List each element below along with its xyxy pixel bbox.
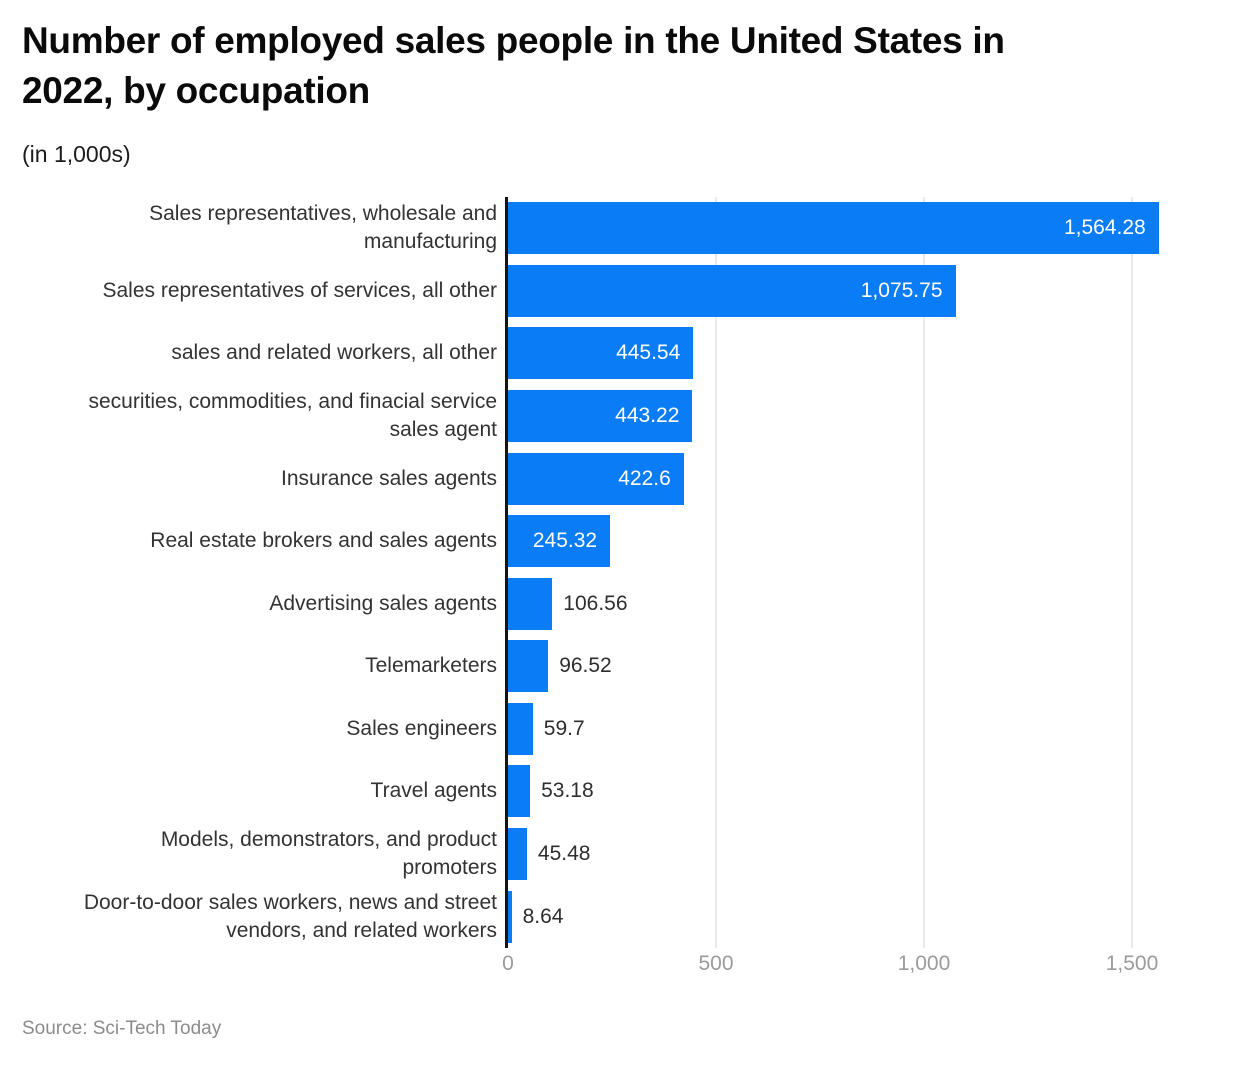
- x-tick-label: 1,500: [1105, 952, 1159, 975]
- value-label: 45.48: [537, 842, 591, 866]
- value-bar: 422.6: [508, 452, 684, 505]
- bar-track: 96.52: [508, 640, 1240, 693]
- bar-row: Telemarketers 96.52: [0, 635, 1240, 698]
- bar-row: Advertising sales agents 106.56: [0, 572, 1240, 635]
- page-title-line2: 2022, by occupation: [22, 70, 370, 111]
- bar-track: 443.22: [508, 390, 1240, 443]
- gridline-1500: [1131, 197, 1133, 948]
- value-label: 8.64: [522, 904, 564, 928]
- bar-row: Real estate brokers and sales agents 245…: [0, 510, 1240, 573]
- chart-area: Sales representatives, wholesale and man…: [0, 197, 1240, 948]
- value-bar: 1,075.75: [508, 264, 956, 317]
- value-label: 59.7: [543, 716, 585, 740]
- category-label: Sales representatives, wholesale and man…: [0, 200, 508, 256]
- category-label: Travel agents: [0, 777, 508, 805]
- bar-track: 8.64: [508, 890, 1240, 943]
- category-label: sales and related workers, all other: [0, 339, 508, 367]
- category-label: Models, demonstrators, and product promo…: [0, 826, 508, 882]
- source-text: Source: Sci-Tech Today: [22, 1018, 222, 1039]
- value-label: 96.52: [559, 654, 612, 678]
- bar-rows: Sales representatives, wholesale and man…: [0, 197, 1240, 948]
- value-bar: [508, 828, 527, 881]
- value-bar: [508, 577, 553, 630]
- value-label: 422.6: [618, 466, 671, 490]
- category-label-line: Insurance sales agents: [281, 466, 497, 490]
- bar-track: 1,075.75: [508, 264, 1240, 317]
- gridline-500: [715, 197, 717, 948]
- value-label: 106.56: [563, 591, 628, 615]
- bar-row: sales and related workers, all other 445…: [0, 322, 1240, 385]
- category-label-line: Real estate brokers and sales agents: [150, 529, 497, 553]
- bar-track: 1,564.28: [508, 202, 1240, 255]
- value-bar: [508, 890, 512, 943]
- value-label: 443.22: [615, 404, 680, 428]
- category-label: Real estate brokers and sales agents: [0, 527, 508, 555]
- category-label-line: Door-to-door sales workers, news and str…: [83, 890, 497, 914]
- bar-row: Models, demonstrators, and product promo…: [0, 823, 1240, 886]
- value-bar: 1,564.28: [508, 202, 1159, 255]
- value-bar: [508, 702, 533, 755]
- bar-track: 45.48: [508, 828, 1240, 881]
- value-bar: 443.22: [508, 390, 693, 443]
- bar-track: 106.56: [508, 577, 1240, 630]
- category-label-line: Advertising sales agents: [269, 591, 497, 615]
- chart-unit-subtitle: (in 1,000s): [22, 141, 131, 167]
- grid-layer: [505, 197, 1240, 948]
- bar-track: 59.7: [508, 702, 1240, 755]
- category-label: Sales representatives of services, all o…: [0, 277, 508, 305]
- value-label: 53.18: [541, 779, 594, 803]
- bar-track: 53.18: [508, 765, 1240, 818]
- x-axis: 0 500 1,000 1,500: [0, 952, 1240, 980]
- value-label: 1,075.75: [860, 278, 943, 302]
- category-label-line: Sales engineers: [346, 716, 497, 740]
- category-label: Advertising sales agents: [0, 590, 508, 618]
- category-label-line: manufacturing: [363, 230, 497, 254]
- page-title: Number of employed sales people in the U…: [22, 16, 1212, 116]
- category-label: Insurance sales agents: [0, 465, 508, 493]
- gridline-1000: [923, 197, 925, 948]
- value-label: 445.54: [616, 341, 681, 365]
- bar-row: Sales representatives, wholesale and man…: [0, 197, 1240, 260]
- y-axis-line: [505, 197, 508, 948]
- bar-track: 445.54: [508, 327, 1240, 380]
- category-label-line: securities, commodities, and finacial se…: [88, 390, 498, 414]
- bar-row: securities, commodities, and finacial se…: [0, 385, 1240, 448]
- category-label: securities, commodities, and finacial se…: [0, 388, 508, 444]
- x-tick-label: 1,000: [897, 952, 951, 975]
- x-tick-label: 0: [502, 952, 514, 975]
- category-label: Telemarketers: [0, 652, 508, 680]
- category-label-line: Models, demonstrators, and product: [160, 828, 497, 852]
- value-bar: [508, 765, 531, 818]
- x-tick-label: 500: [698, 952, 734, 975]
- bar-track: 245.32: [508, 515, 1240, 568]
- value-bar: [508, 640, 549, 693]
- category-label: Sales engineers: [0, 715, 508, 743]
- category-label-line: Sales representatives of services, all o…: [102, 278, 497, 302]
- bar-track: 422.6: [508, 452, 1240, 505]
- category-label-line: Travel agents: [370, 779, 497, 803]
- category-label-line: Telemarketers: [365, 654, 497, 678]
- bar-row: Sales engineers 59.7: [0, 698, 1240, 761]
- bar-row: Insurance sales agents 422.6: [0, 447, 1240, 510]
- category-label-line: promoters: [402, 856, 497, 880]
- bar-row: Door-to-door sales workers, news and str…: [0, 885, 1240, 948]
- category-label-line: sales and related workers, all other: [171, 341, 497, 365]
- value-bar: 445.54: [508, 327, 694, 380]
- bar-row: Travel agents 53.18: [0, 760, 1240, 823]
- page-title-line1: Number of employed sales people in the U…: [22, 20, 1005, 61]
- category-label-line: Sales representatives, wholesale and: [149, 202, 497, 226]
- category-label: Door-to-door sales workers, news and str…: [0, 889, 508, 945]
- category-label-line: sales agent: [389, 418, 497, 442]
- category-label-line: vendors, and related workers: [226, 918, 497, 942]
- value-bar: 245.32: [508, 515, 611, 568]
- value-label: 245.32: [532, 529, 598, 553]
- value-label: 1,564.28: [1063, 216, 1146, 240]
- bar-row: Sales representatives of services, all o…: [0, 260, 1240, 323]
